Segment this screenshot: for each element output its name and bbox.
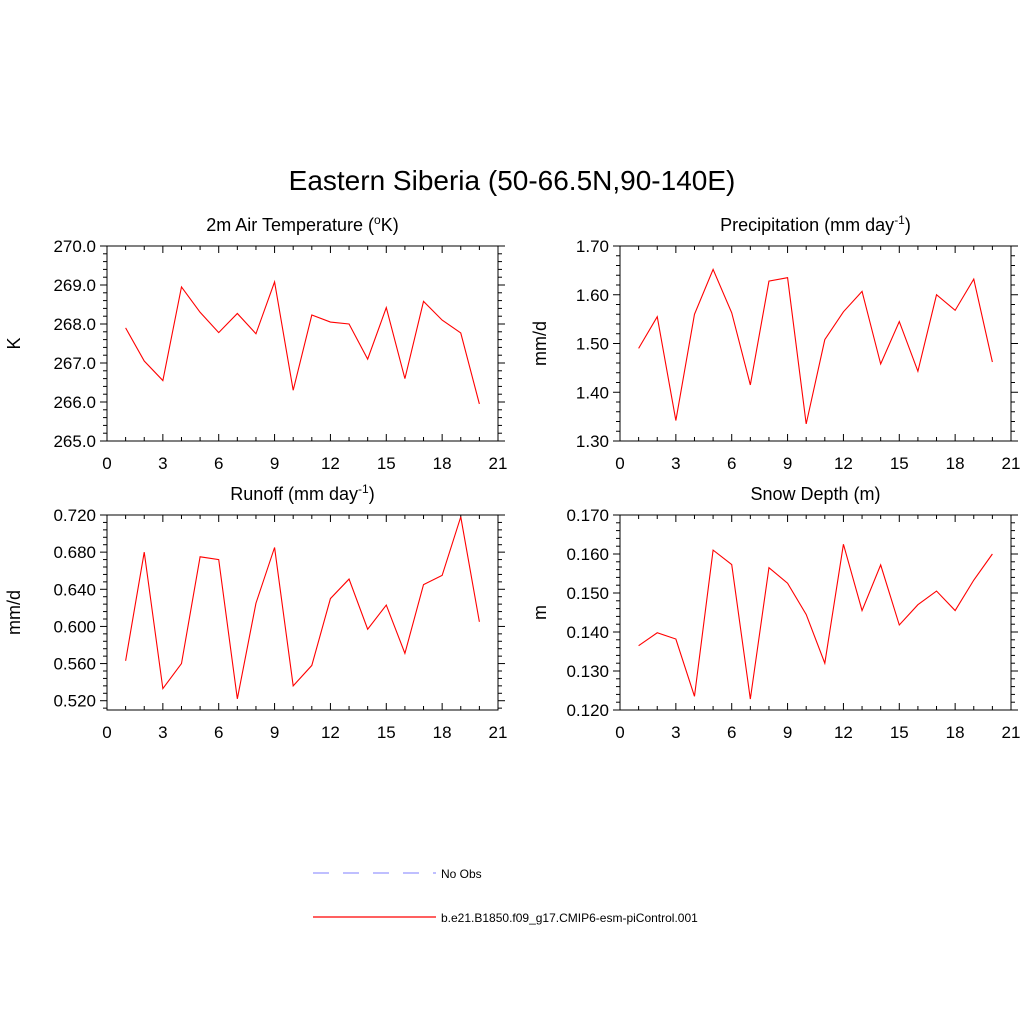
plot-frame — [106, 245, 499, 442]
x-tick-label: 0 — [615, 454, 624, 473]
y-tick-label: 0.170 — [566, 506, 609, 525]
x-tick-label: 18 — [433, 723, 452, 742]
x-tick-label: 6 — [214, 454, 223, 473]
x-tick-label: 18 — [946, 454, 965, 473]
x-tick-label: 0 — [102, 454, 111, 473]
y-tick-label: 0.560 — [53, 655, 96, 674]
figure-title: Eastern Siberia (50-66.5N,90-140E) — [289, 165, 736, 196]
y-tick-label: 1.70 — [576, 237, 609, 256]
y-tick-label: 1.50 — [576, 335, 609, 354]
y-axis-label: K — [4, 337, 24, 349]
legend-label-no-obs: No Obs — [441, 867, 482, 881]
x-tick-label: 9 — [270, 723, 279, 742]
chart-panel-2: 0 3 6 9 12 15 18 21 1.30 1.40 1.50 1.60 1.70 mm/d Prec… — [530, 213, 1020, 473]
panel-title: Runoff (mm day-1) — [230, 482, 374, 504]
x-tick-label: 12 — [321, 454, 340, 473]
plot-frame — [619, 245, 1012, 442]
series-line-1 — [125, 516, 480, 699]
y-tick-label: 267.0 — [53, 354, 96, 373]
series-line-1 — [125, 279, 480, 405]
x-tick-label: 3 — [158, 723, 167, 742]
panels-group: 0 3 6 9 12 15 18 21 265.0 266.0 267.0 268.0 269.0 270… — [4, 213, 1020, 742]
y-tick-label: 0.150 — [566, 584, 609, 603]
y-tick-label: 1.60 — [576, 286, 609, 305]
y-tick-label: 268.0 — [53, 315, 96, 334]
x-tick-label: 21 — [1002, 454, 1021, 473]
panel-title: Precipitation (mm day-1) — [720, 213, 911, 235]
y-tick-label: 0.520 — [53, 692, 96, 711]
x-tick-label: 15 — [890, 723, 909, 742]
x-tick-label: 3 — [158, 454, 167, 473]
x-tick-label: 12 — [834, 723, 853, 742]
legend: No Obs b.e21.B1850.f09_g17.CMIP6-esm-piC… — [313, 867, 698, 925]
y-tick-label: 1.30 — [576, 432, 609, 451]
y-tick-label: 0.640 — [53, 580, 96, 599]
x-tick-label: 21 — [489, 723, 508, 742]
y-tick-label: 0.120 — [566, 701, 609, 720]
x-tick-label: 0 — [102, 723, 111, 742]
x-tick-label: 9 — [783, 723, 792, 742]
y-tick-label: 0.720 — [53, 506, 96, 525]
y-tick-label: 0.600 — [53, 617, 96, 636]
y-tick-label: 270.0 — [53, 237, 96, 256]
y-tick-label: 1.40 — [576, 383, 609, 402]
plot-frame — [619, 514, 1012, 711]
x-tick-label: 18 — [946, 723, 965, 742]
y-axis-label: mm/d — [4, 590, 24, 635]
x-tick-label: 21 — [1002, 723, 1021, 742]
y-tick-label: 0.160 — [566, 545, 609, 564]
panel-title: 2m Air Temperature (oK) — [206, 213, 398, 235]
y-tick-label: 269.0 — [53, 276, 96, 295]
x-tick-label: 18 — [433, 454, 452, 473]
y-tick-label: 0.140 — [566, 623, 609, 642]
y-tick-label: 0.680 — [53, 543, 96, 562]
y-axis-label: mm/d — [530, 321, 550, 366]
y-axis-label: m — [530, 605, 550, 620]
y-tick-label: 0.130 — [566, 662, 609, 681]
chart-panel-4: 0 3 6 9 12 15 18 21 0.120 0.130 0.140 0.150 0.160 0.1… — [530, 484, 1020, 742]
chart-panel-3: 0 3 6 9 12 15 18 21 0.520 0.560 0.600 0.640 0.680 0.7… — [4, 482, 507, 742]
x-tick-label: 12 — [321, 723, 340, 742]
series-line-1 — [638, 544, 993, 700]
x-tick-label: 3 — [671, 454, 680, 473]
panel-title: Snow Depth (m) — [750, 484, 880, 504]
x-tick-label: 21 — [489, 454, 508, 473]
series-line-1 — [638, 267, 993, 425]
x-tick-label: 9 — [270, 454, 279, 473]
x-tick-label: 0 — [615, 723, 624, 742]
x-tick-label: 12 — [834, 454, 853, 473]
plot-frame — [106, 514, 499, 711]
x-tick-label: 6 — [727, 723, 736, 742]
x-tick-label: 6 — [727, 454, 736, 473]
x-tick-label: 15 — [377, 454, 396, 473]
legend-label-model: b.e21.B1850.f09_g17.CMIP6-esm-piControl.… — [441, 911, 698, 925]
x-tick-label: 15 — [890, 454, 909, 473]
x-tick-label: 9 — [783, 454, 792, 473]
y-tick-label: 266.0 — [53, 393, 96, 412]
x-tick-label: 15 — [377, 723, 396, 742]
y-tick-label: 265.0 — [53, 432, 96, 451]
x-tick-label: 3 — [671, 723, 680, 742]
x-tick-label: 6 — [214, 723, 223, 742]
chart-panel-1: 0 3 6 9 12 15 18 21 265.0 266.0 267.0 268.0 269.0 270… — [4, 213, 507, 473]
